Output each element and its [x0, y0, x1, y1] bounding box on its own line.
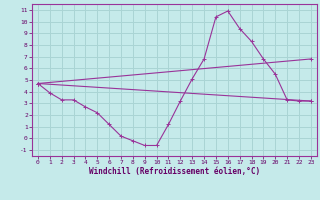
X-axis label: Windchill (Refroidissement éolien,°C): Windchill (Refroidissement éolien,°C) [89, 167, 260, 176]
